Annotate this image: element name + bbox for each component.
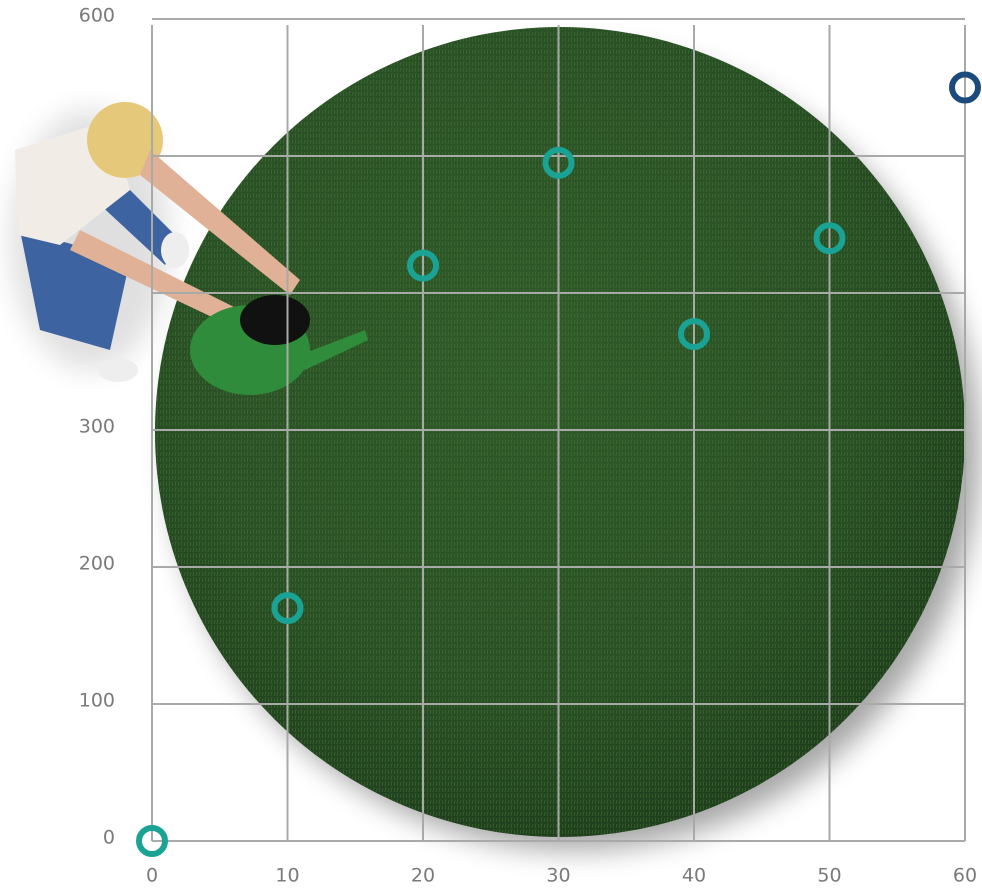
gardener — [10, 102, 368, 395]
x-tick-label: 0 — [146, 865, 158, 887]
data-point — [542, 146, 575, 179]
y-tick-label: 100 — [79, 690, 115, 712]
x-tick-label: 50 — [817, 865, 841, 887]
lawn-texture — [155, 27, 965, 837]
y-tick-label: 300 — [79, 416, 115, 438]
data-point — [271, 592, 304, 625]
y-tick-label: 200 — [79, 553, 115, 575]
data-point — [678, 318, 710, 351]
x-tick-label: 10 — [275, 865, 299, 887]
data-point — [407, 249, 439, 282]
data-point — [949, 71, 981, 104]
x-tick-label: 40 — [682, 865, 706, 887]
x-tick-label: 60 — [953, 865, 977, 887]
y-tick-label: 0 — [103, 827, 115, 849]
y-tick-label: 600 — [79, 5, 115, 27]
x-tick-label: 20 — [411, 865, 435, 887]
data-point — [813, 222, 846, 255]
data-point — [136, 825, 168, 857]
x-tick-label: 30 — [546, 865, 570, 887]
